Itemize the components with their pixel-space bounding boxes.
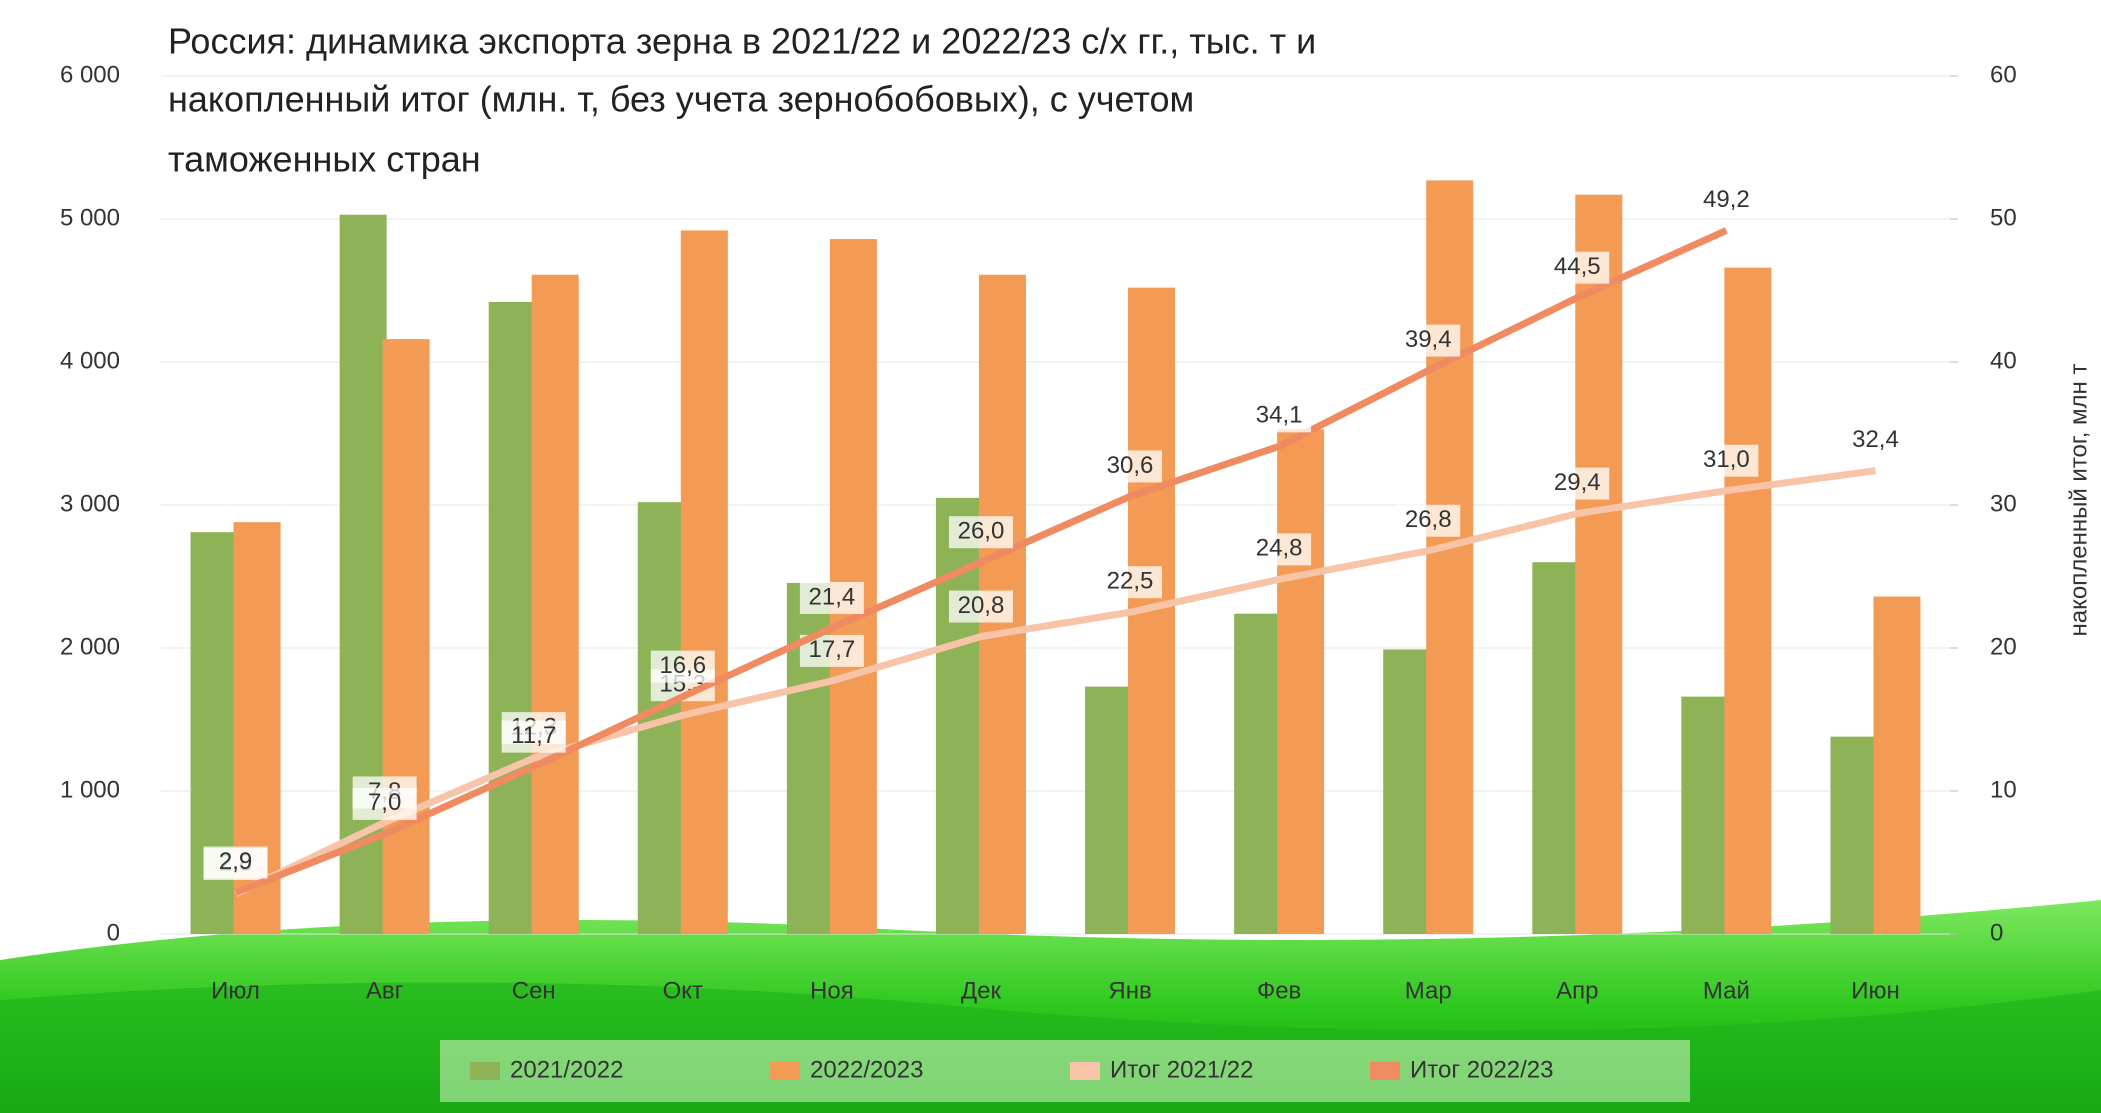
data-label: 21,4 — [809, 583, 856, 610]
x-tick-label: Июн — [1851, 977, 1900, 1004]
y-tick-label: 5 000 — [60, 204, 120, 231]
line — [234, 227, 1728, 896]
legend-label: Итог 2022/23 — [1410, 1056, 1554, 1083]
y-tick-label: 2 000 — [60, 633, 120, 660]
bar — [1681, 696, 1729, 934]
data-label: 44,5 — [1554, 253, 1601, 280]
data-label-box — [1396, 504, 1461, 537]
data-label: 39,4 — [1405, 326, 1452, 353]
x-tick-label: Дек — [961, 977, 1002, 1004]
data-label: 31,0 — [1703, 446, 1750, 473]
data-label-box — [1247, 400, 1312, 433]
y2-tick-label: 30 — [1990, 490, 2017, 517]
data-label-box — [1843, 424, 1908, 457]
data-label-box — [799, 581, 864, 614]
chart-title: Россия: динамика экспорта зерна в 2021/2… — [168, 21, 1316, 62]
bar — [1873, 596, 1921, 934]
y2-tick-label: 10 — [1990, 776, 2017, 803]
y2-tick-label: 20 — [1990, 633, 2017, 660]
data-label-box — [1694, 184, 1759, 217]
legend-label: 2021/2022 — [510, 1056, 623, 1083]
bar — [488, 301, 536, 934]
x-tick-label: Фев — [1257, 977, 1301, 1004]
y2-axis-label: накопленный итог, млн т — [2065, 364, 2092, 637]
x-tick-label: Сен — [512, 977, 556, 1004]
bar — [1830, 736, 1878, 934]
data-label-box — [352, 787, 417, 820]
legend-swatch — [470, 1062, 500, 1080]
x-tick-label: Мар — [1405, 977, 1452, 1004]
x-tick-label: Апр — [1556, 977, 1598, 1004]
bar — [1277, 429, 1325, 934]
y-tick-label: 4 000 — [60, 347, 120, 374]
data-label: 49,2 — [1703, 186, 1750, 213]
data-label: 16,6 — [659, 652, 706, 679]
data-label-box — [1247, 533, 1312, 566]
data-label: 26,8 — [1405, 506, 1452, 533]
data-label: 32,4 — [1852, 426, 1899, 453]
y2-tick-label: 0 — [1990, 919, 2003, 946]
y2-tick-label: 40 — [1990, 347, 2017, 374]
y-tick-label: 3 000 — [60, 490, 120, 517]
y2-tick-label: 50 — [1990, 204, 2017, 231]
data-label-box — [1545, 467, 1610, 500]
data-label-box — [203, 846, 268, 879]
chart-title: накопленный итог (млн. т, без учета зерн… — [168, 79, 1194, 120]
data-label-box — [948, 516, 1013, 549]
data-label-box — [1098, 450, 1163, 483]
x-tick-label: Май — [1703, 977, 1750, 1004]
data-label: 30,6 — [1107, 452, 1154, 479]
x-tick-label: Ноя — [810, 977, 854, 1004]
y-tick-label: 6 000 — [60, 61, 120, 88]
line — [234, 467, 1876, 898]
data-label: 7,0 — [368, 789, 401, 816]
data-label: 24,8 — [1256, 535, 1303, 562]
data-label-box — [1098, 566, 1163, 599]
legend-box — [440, 1040, 1690, 1102]
legend-label: 2022/2023 — [810, 1056, 923, 1083]
bar — [382, 339, 430, 934]
legend-swatch — [1370, 1062, 1400, 1080]
data-label: 26,0 — [958, 518, 1005, 545]
x-tick-label: Авг — [366, 977, 404, 1004]
data-label-box — [650, 650, 715, 683]
bar — [1234, 613, 1282, 934]
bar — [1532, 562, 1580, 934]
chart-title: таможенных стран — [168, 139, 481, 180]
bar — [1575, 194, 1623, 934]
x-tick-label: Окт — [663, 977, 703, 1004]
data-label: 34,1 — [1256, 402, 1303, 429]
y-tick-label: 0 — [107, 919, 120, 946]
bar — [1085, 686, 1133, 934]
legend-swatch — [1070, 1062, 1100, 1080]
bar — [680, 230, 728, 934]
data-label: 29,4 — [1554, 469, 1601, 496]
bar — [1426, 180, 1474, 934]
x-tick-label: Янв — [1108, 977, 1151, 1004]
data-label: 20,8 — [958, 592, 1005, 619]
bar — [1383, 649, 1431, 934]
bar — [531, 274, 579, 934]
x-tick-label: Июл — [211, 977, 260, 1004]
data-label: 2,9 — [219, 848, 252, 875]
data-label-box — [948, 590, 1013, 623]
bar — [1724, 267, 1772, 934]
legend-label: Итог 2021/22 — [1110, 1056, 1254, 1083]
data-label: 22,5 — [1107, 568, 1154, 595]
data-label: 17,7 — [809, 636, 856, 663]
data-label-box — [1694, 444, 1759, 477]
data-label: 11,7 — [511, 722, 556, 749]
data-label-box — [1545, 251, 1610, 284]
data-label-box — [1396, 324, 1461, 357]
y2-tick-label: 60 — [1990, 61, 2017, 88]
data-label-box — [501, 720, 566, 753]
y-tick-label: 1 000 — [60, 776, 120, 803]
legend-swatch — [770, 1062, 800, 1080]
